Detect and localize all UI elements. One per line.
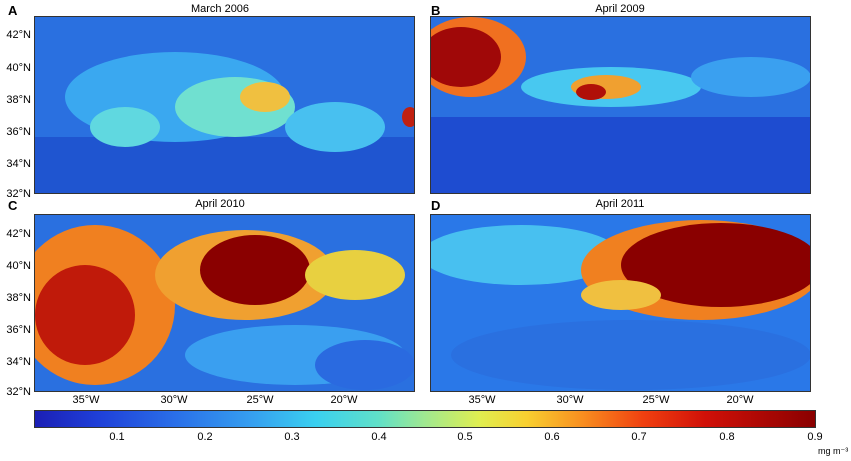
lat-label-c-36: 36°N [6,324,31,336]
lon-label-c-25: 25°W [246,394,274,406]
panel-b-title: April 2009 [595,3,645,15]
colorbar-tick-0.7: 0.7 [631,431,647,443]
colorbar-tick-0.4: 0.4 [371,431,387,443]
lat-label-a-32: 32°N [6,188,31,200]
lon-label-d-35: 35°W [468,394,496,406]
panel-a-map [34,16,415,194]
lon-label-d-20: 20°W [726,394,754,406]
colorbar-tick-0.2: 0.2 [197,431,213,443]
colorbar-tick-0.5: 0.5 [457,431,473,443]
colorbar-tick-0.3: 0.3 [284,431,300,443]
lat-label-c-34: 34°N [6,356,31,368]
lon-label-c-30: 30°W [160,394,188,406]
lat-label-a-40: 40°N [6,62,31,74]
colorbar-tick-0.8: 0.8 [719,431,735,443]
panel-a-letter: A [8,3,18,18]
lon-label-d-30: 30°W [556,394,584,406]
panel-d-title: April 2011 [595,198,645,210]
colorbar-unit: mg m⁻³ [818,446,849,456]
panel-c-map [34,214,415,392]
colorbar [34,410,816,428]
lat-label-a-42: 42°N [6,29,31,41]
lon-label-c-20: 20°W [330,394,358,406]
lon-label-c-35: 35°W [72,394,100,406]
colorbar-tick-0.6: 0.6 [544,431,560,443]
lon-label-d-25: 25°W [642,394,670,406]
panel-d-letter: D [431,198,441,213]
lat-label-c-42: 42°N [6,228,31,240]
panel-b-map [430,16,811,194]
colorbar-tick-0.1: 0.1 [109,431,125,443]
colorbar-tick-0.9: 0.9 [807,431,823,443]
panel-b-letter: B [431,3,441,18]
panel-c-title: April 2010 [195,198,245,210]
lat-label-c-40: 40°N [6,260,31,272]
lat-label-a-34: 34°N [6,158,31,170]
panel-c-letter: C [8,198,18,213]
lat-label-c-38: 38°N [6,292,31,304]
panel-a-title: March 2006 [190,3,250,15]
lat-label-a-38: 38°N [6,94,31,106]
lat-label-a-36: 36°N [6,126,31,138]
panel-d-map [430,214,811,392]
lat-label-c-32: 32°N [6,386,31,398]
